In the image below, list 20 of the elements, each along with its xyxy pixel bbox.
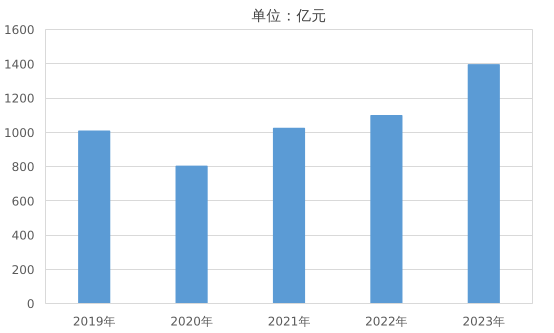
bar (176, 166, 208, 304)
x-tick-label: 2022年 (365, 314, 408, 328)
y-tick-label: 1200 (4, 92, 35, 106)
chart-title: 单位：亿元 (252, 8, 326, 24)
y-tick-label: 0 (26, 297, 35, 311)
x-tick-label: 2023年 (462, 314, 506, 328)
bar (370, 114, 402, 304)
x-tick-label: 2020年 (170, 314, 213, 328)
bar (78, 130, 110, 304)
bar (272, 128, 306, 304)
y-tick-label: 800 (12, 160, 34, 174)
y-tick-label: 1400 (4, 57, 35, 72)
x-tick-label: 2019年 (72, 314, 116, 328)
y-tick-label: 200 (12, 262, 34, 277)
y-tick-label: 400 (12, 228, 34, 242)
y-tick-label: 600 (12, 194, 34, 208)
y-tick-label: 1000 (4, 126, 35, 140)
x-tick-label: 2021年 (268, 314, 310, 328)
y-tick-label: 1600 (4, 23, 35, 37)
bar (468, 64, 500, 304)
